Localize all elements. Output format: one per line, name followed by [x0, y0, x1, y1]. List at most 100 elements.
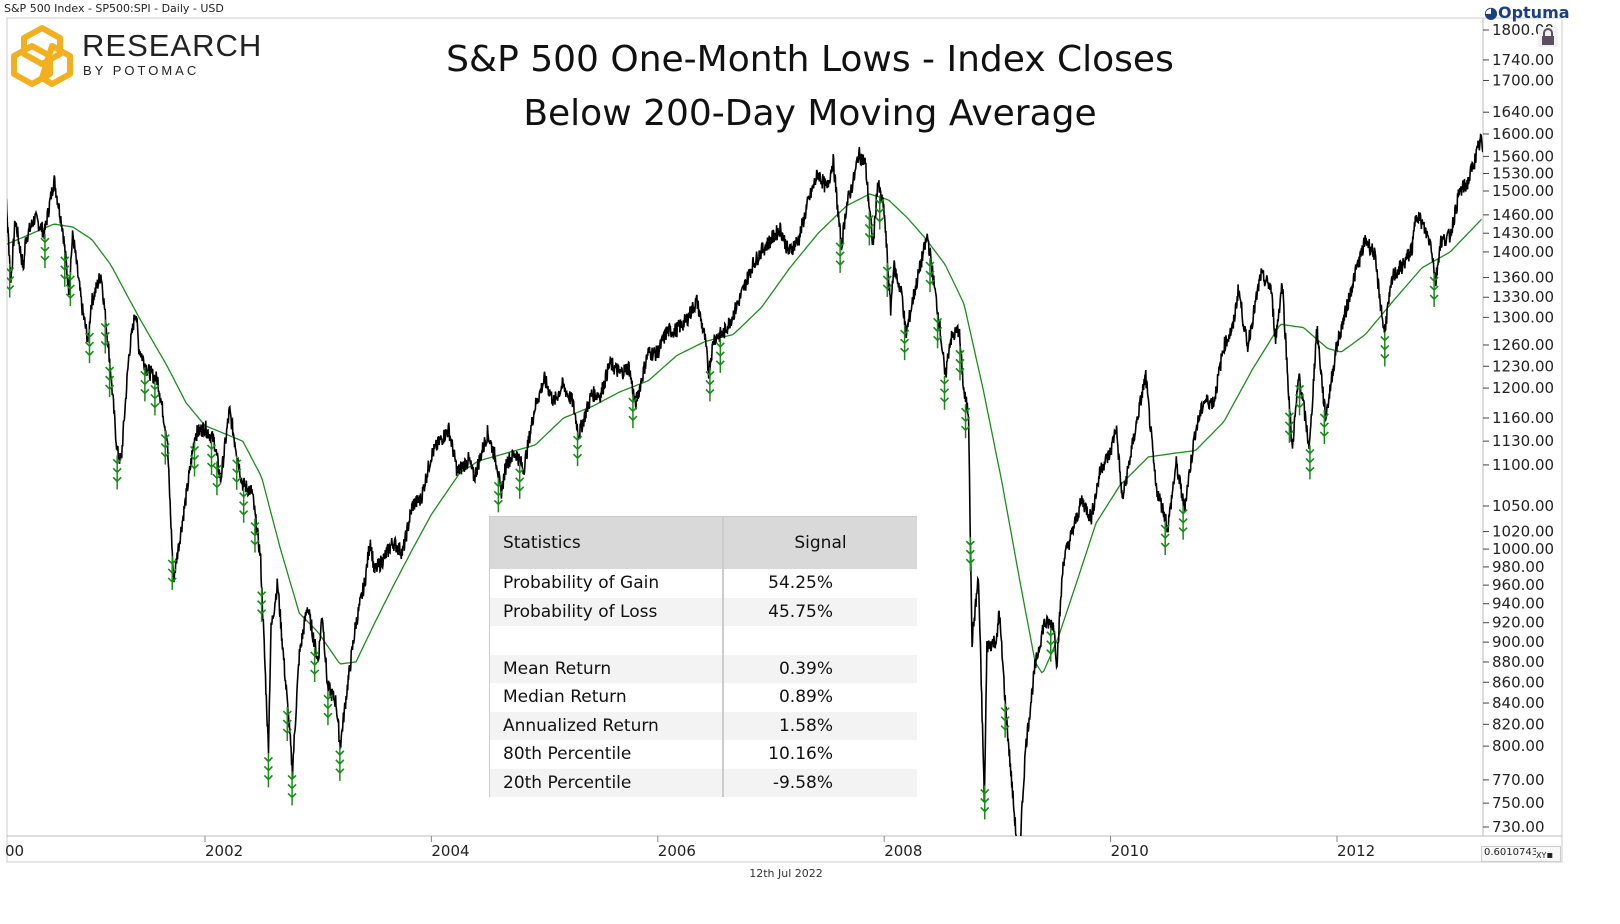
signal-arrow-head	[925, 261, 935, 268]
signal-arrow-head	[287, 783, 297, 790]
statistics-table: Statistics Signal Probability of Gain 54.…	[489, 516, 917, 797]
signal-arrow	[7, 263, 15, 298]
signal-arrow-head	[864, 223, 874, 230]
signal-arrow	[515, 464, 525, 499]
y-tick-label: 1700.00	[1492, 71, 1554, 89]
y-tick-label: 1100.00	[1492, 456, 1554, 474]
logo-subtitle: BY POTOMAC	[83, 63, 200, 78]
signal-arrow	[263, 753, 273, 788]
signal-arrow-head	[835, 260, 845, 266]
signal-arrow-head	[835, 242, 845, 248]
signal-arrow-head	[100, 331, 110, 338]
signal-arrow-head	[882, 266, 892, 273]
signal-arrow-head	[572, 444, 583, 451]
y-tick-label: 730.00	[1492, 818, 1545, 836]
x-tick-label: 00	[5, 842, 24, 860]
y-tick-label: 980.00	[1492, 558, 1545, 576]
signal-arrow-head	[206, 453, 217, 460]
signal-arrow-head	[1429, 285, 1439, 292]
signal-arrow-head	[7, 285, 15, 291]
signal-arrow-head	[257, 600, 267, 606]
signal-arrow	[955, 346, 965, 381]
signal-arrow-head	[1284, 412, 1294, 418]
signal-arrow	[882, 262, 892, 297]
y-tick-label: 1160.00	[1492, 409, 1554, 427]
signal-arrow-head	[955, 358, 965, 365]
signal-arrow	[965, 537, 975, 572]
xy-readout[interactable]: 0.6010743XY ▪	[1481, 846, 1561, 862]
signal-arrow-head	[335, 759, 345, 765]
table-header-row: Statistics Signal	[489, 516, 917, 569]
signal-arrow-head	[1319, 431, 1329, 438]
signal-arrow-head	[40, 237, 50, 244]
y-tick-label: 1300.00	[1492, 308, 1554, 326]
signal-arrow-head	[150, 384, 160, 391]
signal-arrow-head	[105, 366, 115, 373]
signal-arrow-head	[515, 486, 525, 492]
y-tick-label: 800.00	[1492, 737, 1545, 755]
signal-arrow	[960, 404, 971, 439]
signal-arrow-head	[1160, 542, 1170, 549]
signal-arrow	[875, 195, 885, 230]
signal-arrow	[1305, 445, 1315, 480]
signal-arrow-head	[282, 710, 292, 717]
signal-arrow	[257, 587, 267, 622]
signal-arrow-head	[167, 568, 177, 575]
signal-arrow-head	[112, 476, 122, 483]
signal-arrow	[1319, 409, 1329, 444]
signal-arrow-head	[105, 375, 115, 382]
signal-arrow-head	[628, 397, 638, 404]
signal-arrow	[572, 432, 583, 467]
y-tick-label: 1360.00	[1492, 269, 1554, 287]
signal-arrow-head	[1178, 518, 1188, 524]
y-tick-label: 920.00	[1492, 614, 1545, 632]
signal-arrow-head	[1284, 430, 1294, 436]
y-tick-label: 1260.00	[1492, 336, 1554, 354]
row-label	[489, 626, 724, 655]
signal-arrow-head	[250, 539, 260, 546]
signal-arrow-head	[65, 293, 75, 300]
signal-arrow-head	[250, 530, 260, 537]
signal-arrow-head	[189, 463, 200, 470]
signal-arrow-head	[572, 453, 583, 460]
signal-arrow-head	[335, 750, 345, 756]
signal-arrow	[282, 707, 292, 742]
lock-icon[interactable]	[1538, 27, 1558, 47]
signal-arrow-head	[100, 340, 110, 347]
signal-arrow-head	[232, 468, 242, 474]
y-tick-label: 960.00	[1492, 576, 1545, 594]
y-tick-label: 1230.00	[1492, 357, 1554, 375]
x-tick-label: 2010	[1111, 842, 1149, 860]
x-axis: 00 2002 2004 2006 2008 2010 2012	[5, 836, 1375, 860]
signal-arrow	[232, 455, 242, 490]
signal-arrow-head	[628, 415, 638, 422]
price-series-line	[7, 133, 1483, 836]
y-tick-label: 1500.00	[1492, 182, 1554, 200]
table-row: 20th Percentile -9.58%	[489, 768, 917, 797]
signal-arrow-head	[65, 275, 75, 282]
signal-arrow-head	[960, 407, 971, 414]
row-value: 1.58%	[723, 711, 917, 740]
signal-arrow	[1000, 703, 1010, 738]
signal-arrow-head	[965, 549, 975, 556]
signal-arrow-head	[1178, 527, 1188, 533]
signal-arrow-head	[310, 651, 320, 658]
signal-arrow-head	[965, 540, 975, 547]
signal-arrow-head	[1319, 413, 1329, 420]
signal-arrow	[1046, 627, 1056, 662]
moving-average-layer	[7, 193, 1482, 674]
potomac-logo-icon	[11, 25, 73, 87]
signal-arrow	[206, 441, 217, 476]
signal-arrow-head	[980, 788, 990, 795]
y-tick-label: 1600.00	[1492, 125, 1554, 143]
price-layer	[7, 133, 1483, 836]
y-tick-label: 1330.00	[1492, 288, 1554, 306]
signal-arrow	[212, 461, 222, 496]
signal-arrow	[715, 338, 725, 373]
unlock-icon[interactable]: ▪	[1546, 850, 1554, 861]
optuma-label: Optuma	[1497, 3, 1570, 22]
row-value: -9.58%	[723, 768, 917, 797]
signal-arrow-head	[925, 270, 935, 277]
signal-arrow	[933, 314, 943, 349]
